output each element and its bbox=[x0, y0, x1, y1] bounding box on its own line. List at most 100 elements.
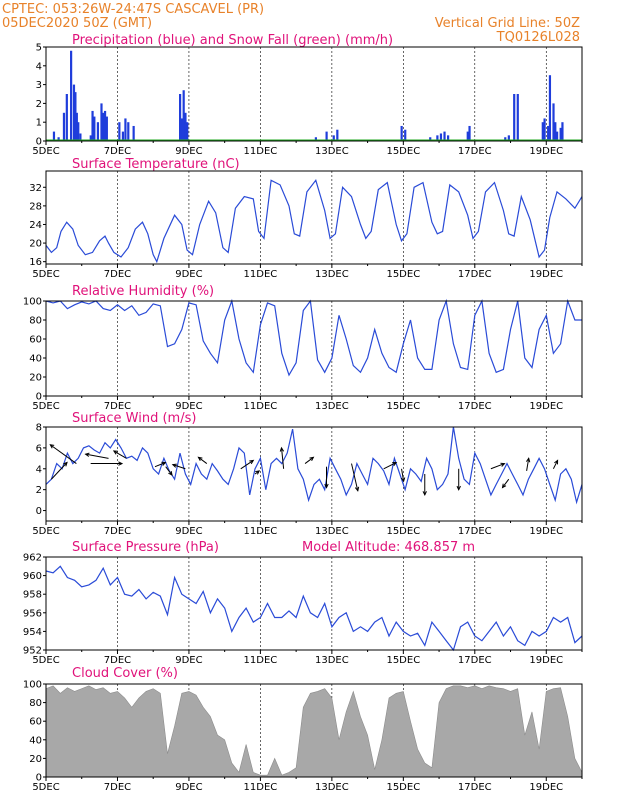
precip-bar bbox=[96, 122, 100, 141]
humidity-xtick-label: 13DEC bbox=[315, 401, 349, 412]
wind-arrow-head bbox=[49, 444, 55, 449]
precip-bar bbox=[180, 118, 183, 141]
cloud-xtick-label: 9DEC bbox=[175, 782, 202, 793]
pressure-xtick-label: 15DEC bbox=[386, 655, 420, 666]
precip-bar bbox=[105, 116, 108, 141]
wind-arrow-head bbox=[161, 461, 167, 466]
precipitation-xtick-label: 13DEC bbox=[315, 146, 349, 157]
precip-bar bbox=[513, 94, 516, 141]
wind-xtick-label: 5DEC bbox=[32, 526, 59, 537]
precip-bar bbox=[466, 131, 469, 141]
cloud-ytick-label: 80 bbox=[29, 698, 42, 709]
temperature-title: Surface Temperature (nC) bbox=[72, 157, 240, 172]
wind-arrow-head bbox=[249, 459, 255, 465]
wind-arrow-head bbox=[118, 461, 124, 466]
wind-ytick-label: 6 bbox=[36, 443, 42, 454]
precip-bar bbox=[75, 112, 78, 141]
temperature-xtick-label: 15DEC bbox=[386, 269, 420, 280]
precip-bar bbox=[186, 122, 189, 141]
precipitation-xtick-label: 11DEC bbox=[244, 146, 278, 157]
precip-bar bbox=[100, 103, 103, 141]
precip-bar bbox=[57, 137, 60, 141]
wind-xtick-label: 7DEC bbox=[104, 526, 131, 537]
wind-xtick-label: 15DEC bbox=[386, 526, 420, 537]
temperature-xtick-label: 9DEC bbox=[175, 269, 202, 280]
humidity-line bbox=[45, 298, 582, 377]
wind-arrow-head bbox=[279, 446, 285, 452]
model-altitude-label: Model Altitude: 468.857 m bbox=[302, 540, 475, 555]
temperature-xtick-label: 11DEC bbox=[244, 269, 278, 280]
wind-arrow-head bbox=[554, 459, 559, 465]
humidity-xtick-label: 17DEC bbox=[458, 401, 492, 412]
wind-arrow-head bbox=[354, 486, 360, 492]
humidity-ytick-label: 0 bbox=[36, 392, 42, 403]
wind-arrow bbox=[351, 463, 359, 491]
pressure-xtick-label: 7DEC bbox=[104, 655, 131, 666]
precip-bar bbox=[91, 110, 94, 141]
wind-arrow-head bbox=[324, 483, 329, 489]
wind-arrow bbox=[526, 458, 530, 471]
wind-line bbox=[45, 426, 583, 505]
precip-bar bbox=[447, 135, 450, 141]
pressure-xtick-label: 17DEC bbox=[458, 655, 492, 666]
wind-arrow-head bbox=[501, 483, 507, 489]
humidity-xtick-label: 7DEC bbox=[104, 401, 131, 412]
precip-bar bbox=[102, 112, 105, 141]
pressure-xtick-label: 13DEC bbox=[315, 655, 349, 666]
temperature-xtick-label: 13DEC bbox=[315, 269, 349, 280]
precip-bar bbox=[79, 133, 82, 141]
temperature-xtick-label: 19DEC bbox=[529, 269, 563, 280]
wind-xtick-label: 17DEC bbox=[458, 526, 492, 537]
precipitation-xtick-label: 9DEC bbox=[175, 146, 202, 157]
cloud-panel: Cloud Cover (%) 0 20 40 60 80 100 5DEC 7DEC 9DEC 1… bbox=[23, 666, 583, 793]
precip-bar bbox=[124, 118, 127, 141]
wind-arrow bbox=[165, 466, 173, 476]
wind-arrow bbox=[85, 453, 109, 459]
wind-arrow-head bbox=[400, 477, 406, 483]
humidity-xtick-label: 19DEC bbox=[529, 401, 563, 412]
precip-bar bbox=[179, 94, 182, 141]
wind-xtick-label: 9DEC bbox=[175, 526, 202, 537]
temperature-xtick-label: 17DEC bbox=[458, 269, 492, 280]
precipitation-ytick-label: 1 bbox=[36, 118, 42, 129]
precip-bar bbox=[184, 112, 187, 141]
pressure-panel: Surface Pressure (hPa) 952 954 956 958 960 962… bbox=[23, 540, 583, 666]
precipitation-xtick-label: 19DEC bbox=[529, 146, 563, 157]
humidity-xtick-label: 9DEC bbox=[175, 401, 202, 412]
precip-bar bbox=[89, 135, 92, 141]
precip-bar bbox=[554, 122, 557, 141]
cloud-cover-area bbox=[45, 685, 583, 778]
pressure-ytick-label: 958 bbox=[23, 590, 42, 601]
precip-bar bbox=[436, 135, 439, 141]
wind-arrow-head bbox=[84, 452, 90, 457]
precipitation-xtick-label: 7DEC bbox=[104, 146, 131, 157]
wind-arrow bbox=[552, 460, 559, 470]
pressure-xtick-label: 5DEC bbox=[32, 655, 59, 666]
cloud-xtick-label: 17DEC bbox=[458, 782, 492, 793]
pressure-xtick-label: 11DEC bbox=[244, 655, 278, 666]
wind-arrow-head bbox=[456, 485, 461, 491]
temperature-xtick-label: 5DEC bbox=[32, 269, 59, 280]
wind-arrow bbox=[49, 444, 77, 464]
precipitation-xtick-label: 15DEC bbox=[386, 146, 420, 157]
humidity-xtick-label: 5DEC bbox=[32, 401, 59, 412]
humidity-ytick-label: 80 bbox=[29, 316, 42, 327]
wind-arrow bbox=[383, 462, 397, 470]
humidity-panel: Relative Humidity (%) 0 20 40 60 80 100 5DEC 7DE… bbox=[23, 284, 583, 412]
header-model-code: TQ0126L028 bbox=[496, 30, 580, 45]
cloud-ytick-label: 60 bbox=[29, 717, 42, 728]
cloud-xtick-label: 15DEC bbox=[386, 782, 420, 793]
precip-bar bbox=[541, 122, 544, 141]
humidity-ytick-label: 20 bbox=[29, 373, 42, 384]
wind-ytick-label: 8 bbox=[36, 423, 42, 434]
wind-arrow-head bbox=[422, 491, 427, 497]
wind-ytick-label: 2 bbox=[36, 485, 42, 496]
humidity-title: Relative Humidity (%) bbox=[72, 284, 214, 299]
wind-xtick-label: 13DEC bbox=[315, 526, 349, 537]
humidity-ytick-label: 100 bbox=[23, 297, 42, 308]
wind-arrow-head bbox=[255, 470, 261, 475]
precip-bar bbox=[93, 116, 96, 141]
wind-xtick-label: 11DEC bbox=[244, 526, 278, 537]
cloud-ytick-label: 0 bbox=[36, 773, 42, 784]
wind-arrow-head bbox=[392, 461, 398, 466]
